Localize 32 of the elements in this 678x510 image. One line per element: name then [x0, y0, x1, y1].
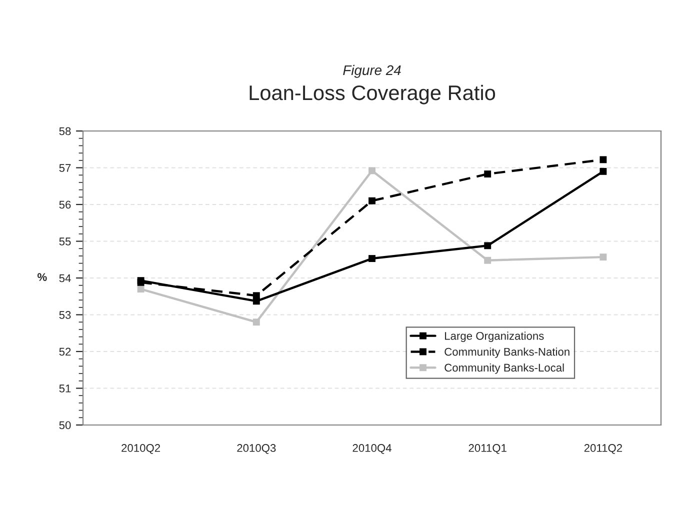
x-tick-label: 2011Q2 [584, 444, 622, 454]
point [600, 168, 607, 175]
point [137, 286, 144, 292]
legend-label: Community Banks-Local [444, 363, 564, 374]
x-tick-label: 2010Q3 [237, 444, 276, 454]
y-tick-label: 57 [59, 164, 71, 172]
legend-label: Community Banks-Nation [444, 348, 570, 358]
point [484, 256, 492, 264]
point [368, 167, 376, 174]
y-tick-label: 51 [59, 384, 71, 392]
y-tick-label: 55 [59, 238, 71, 246]
chart-subtitle: Figure 24 [343, 64, 401, 78]
chart-title: Loan-Loss Coverage Ratio [250, 84, 496, 104]
point [600, 156, 607, 164]
y-tick-label: 54 [59, 274, 71, 282]
y-tick-label: 53 [59, 311, 71, 319]
y-axis-title: % [38, 273, 47, 281]
y-tick-label: 56 [59, 200, 71, 209]
point [368, 197, 376, 204]
point [600, 254, 607, 261]
y-tick-label: 58 [59, 127, 71, 136]
x-tick-label: 2010Q2 [122, 444, 160, 454]
legend-label: Large Organizations [445, 332, 544, 342]
x-tick-label: 2011Q1 [468, 444, 506, 454]
point [252, 318, 260, 326]
point [484, 242, 492, 250]
point [252, 298, 260, 305]
x-tick-label: 2010Q4 [352, 444, 392, 454]
y-tick-label: 50 [59, 421, 71, 430]
point [484, 170, 492, 178]
y-tick-label: 52 [59, 348, 71, 356]
point [368, 255, 376, 262]
